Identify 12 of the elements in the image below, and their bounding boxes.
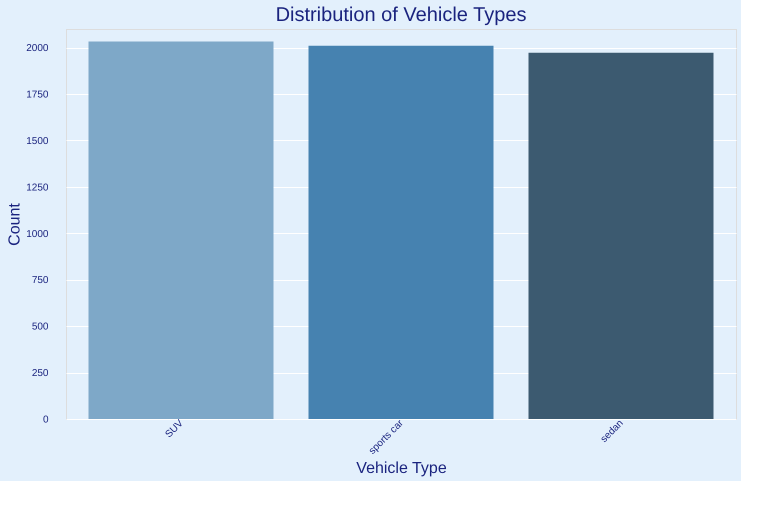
y-tick-label: 500 bbox=[32, 322, 49, 333]
y-axis-title: Count bbox=[6, 202, 24, 246]
x-axis-title: Vehicle Type bbox=[356, 460, 447, 478]
y-tick-label: 2000 bbox=[26, 43, 49, 54]
y-tick-label: 250 bbox=[32, 368, 49, 380]
chart-title: Distribution of Vehicle Types bbox=[276, 4, 526, 26]
y-tick-label: 1000 bbox=[26, 228, 49, 240]
y-tick-label: 0 bbox=[42, 414, 49, 426]
y-tick-label: 1500 bbox=[26, 136, 49, 147]
y-tick-label: 1750 bbox=[26, 90, 49, 100]
y-tick-label: 750 bbox=[32, 275, 49, 286]
y-tick-label: 1250 bbox=[26, 182, 49, 194]
